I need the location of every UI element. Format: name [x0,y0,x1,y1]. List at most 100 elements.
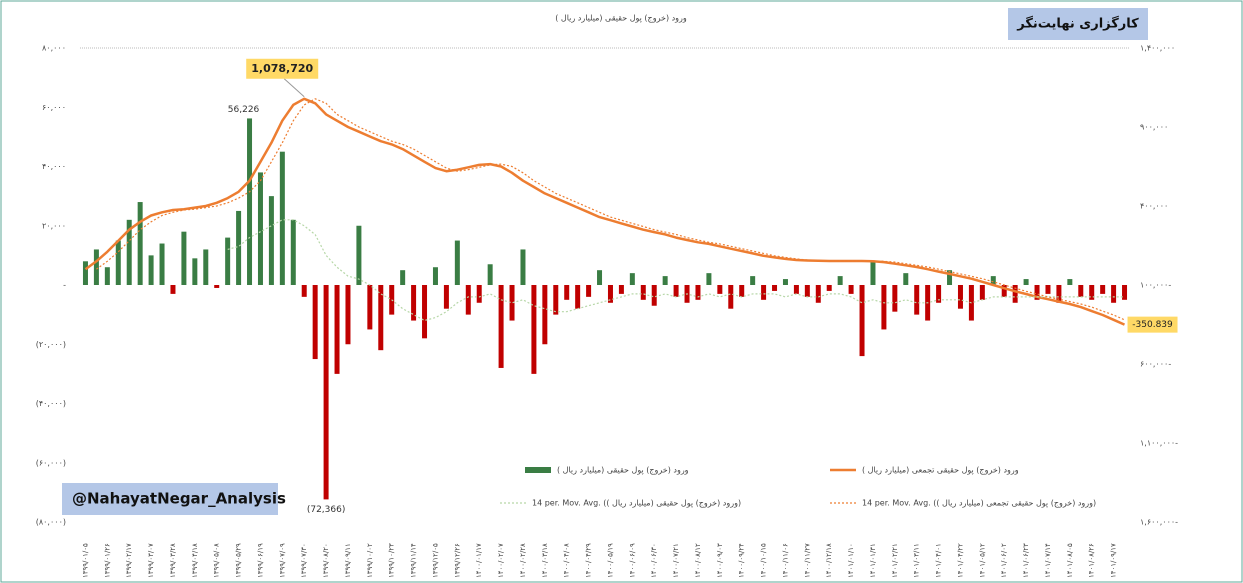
x-tick-label: ۱۴۰۱/۰۳/۱۱ [913,543,921,578]
y2-tick-label: ۶۰۰,۰۰۰- [1140,360,1171,369]
bar [432,267,438,285]
bar [422,285,428,339]
x-tick-label: ۱۳۹۹/۱۰/۰۲ [366,543,374,578]
bar [761,285,767,300]
bar [553,285,559,315]
bar [159,243,165,285]
bar [225,237,231,285]
bar [334,285,340,374]
legend-label: 14 per. Mov. Avg. (ورود (خروج) پول حقیقی… [862,499,1096,508]
y-tick-label: - [63,281,66,290]
y-tick-label: (۴۰,۰۰۰) [36,399,66,408]
data-label: (72,366) [307,505,346,515]
bar [651,285,657,306]
bar [1078,285,1084,297]
bar [870,261,876,285]
bar [1100,285,1106,294]
x-tick-label: ۱۳۹۹/۱۲/۰۵ [431,543,439,578]
y-tick-label: (۲۰,۰۰۰) [36,340,66,349]
bar [793,285,799,294]
bar [268,196,274,285]
x-tick-label: ۱۴۰۰/۰۶/۰۹ [628,543,636,578]
y2-tick-label: ۱,۴۰۰,۰۰۰ [1140,44,1175,53]
x-tick-label: ۱۴۰۰/۰۱/۱۷ [475,543,483,578]
bar [815,285,821,303]
bar [531,285,537,374]
x-tick-label: ۱۴۰۰/۰۴/۰۸ [563,543,571,578]
bar [837,276,843,285]
bar [1056,285,1062,303]
bar [804,285,810,297]
bar [236,210,242,285]
moving-average-line [96,98,1125,321]
x-tick-label: ۱۳۹۹/۰۳/۲۸ [169,543,177,578]
bar [400,270,406,285]
bar [607,285,613,303]
y2-tick-label: ۱,۶۰۰,۰۰۰- [1140,518,1178,527]
data-label: 56,226 [228,105,260,115]
line [84,97,1126,326]
x-tick-label: ۱۳۹۹/۰۸/۲۰ [322,543,330,578]
x-tick-label: ۱۳۹۹/۰۵/۲۹ [235,543,243,578]
bar [93,249,99,285]
x-tick-label: ۱۴۰۰/۱۱/۲۷ [803,543,811,578]
x-tick-label: ۱۴۰۱/۰۴/۲۲ [956,543,964,578]
bar [1023,279,1029,285]
x-tick-label: ۱۴۰۱/۰۷/۱۴ [1044,543,1052,578]
x-tick-label: ۱۴۰۰/۰۹/۰۳ [716,543,724,578]
bar [1122,285,1128,300]
bar [662,276,668,285]
x-tick-label: ۱۴۰۱/۰۶/۲۳ [1022,543,1030,578]
bar [82,261,88,285]
bar [914,285,920,315]
bar [378,285,384,351]
bar [597,270,603,285]
x-tick-label: ۱۳۹۹/۰۶/۱۹ [256,543,264,578]
bar [137,202,143,285]
watermark-box [62,483,278,515]
bar [892,285,898,312]
bar [586,285,592,297]
y2-tick-label: ۴۰۰,۰۰۰ [1140,202,1168,211]
y-tick-label: ۲۰,۰۰۰ [42,221,66,230]
bar [826,285,832,291]
x-tick-label: ۱۴۰۰/۱۲/۱۸ [825,543,833,578]
x-tick-label: ۱۴۰۰/۰۴/۲۹ [585,543,593,578]
x-tick-label: ۱۴۰۱/۰۸/۲۶ [1088,543,1096,578]
x-tick-label: ۱۴۰۱/۰۶/۰۲ [1000,543,1008,578]
y-tick-label: (۶۰,۰۰۰) [36,458,66,467]
x-tick-label: ۱۴۰۱/۰۸/۰۵ [1066,543,1074,578]
x-tick-label: ۱۴۰۱/۰۱/۳۱ [869,543,877,578]
x-tick-label: ۱۴۰۱/۰۵/۱۲ [978,543,986,578]
bar [290,219,296,285]
bar [498,285,504,368]
brand-box [1008,8,1148,40]
y-tick-label: ۶۰,۰۰۰ [42,103,66,112]
bar [443,285,449,309]
bar [903,273,909,285]
bar [739,285,745,297]
bar [257,172,263,285]
y-tick-label: (۸۰,۰۰۰) [36,518,66,527]
x-tick-label: ۱۴۰۰/۰۵/۱۹ [606,543,614,578]
x-tick-label: ۱۳۹۹/۰۷/۳۰ [300,543,308,578]
x-tick-label: ۱۴۰۰/۱۰/۱۵ [760,543,768,578]
y2-tick-label: ۱۰۰,۰۰۰- [1140,281,1171,290]
leader-line [283,78,305,98]
bar [575,285,581,309]
bar [936,285,942,303]
bar [706,273,712,285]
y2-tick-label: ۱,۱۰۰,۰۰۰- [1140,439,1178,448]
bar [520,249,526,285]
bar [640,285,646,300]
x-tick-label: ۱۴۰۰/۱۱/۰۶ [781,543,789,578]
legend-label: ورود (خروج) پول حقیقی تجمعی (میلیارد ریا… [862,466,1019,475]
bar [345,285,351,345]
x-tick-label: ۱۳۹۹/۰۱/۰۵ [81,543,89,578]
legend-swatch [525,467,551,473]
bar [772,285,778,291]
bar [1111,285,1117,303]
bar [465,285,471,315]
bar [1089,285,1095,300]
bar [356,225,362,285]
